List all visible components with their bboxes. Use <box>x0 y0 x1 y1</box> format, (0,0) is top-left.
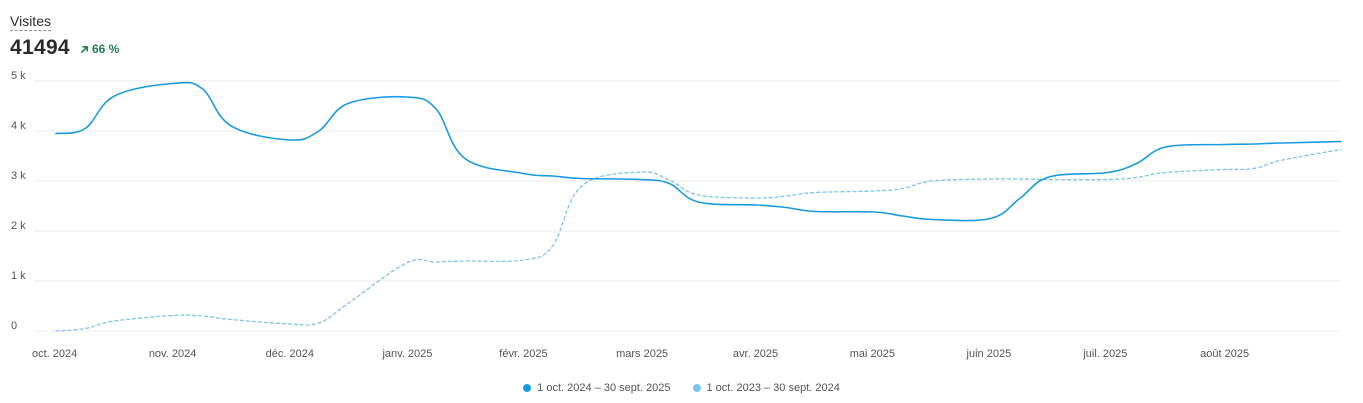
legend-item-previous[interactable]: 1 oct. 2023 – 30 sept. 2024 <box>692 382 840 394</box>
metric-value: 41494 <box>10 36 70 59</box>
metric-delta: 66 % <box>80 42 119 56</box>
y-tick-label: 0 <box>11 320 17 332</box>
x-tick-label: août 2025 <box>1200 348 1249 360</box>
series-line-current <box>55 81 1342 222</box>
metric-title[interactable]: Visites <box>10 13 51 31</box>
x-tick-label: déc. 2024 <box>266 348 314 360</box>
legend-dot-previous <box>692 384 701 392</box>
y-tick-label: 1 k <box>11 270 26 282</box>
legend-label-current: 1 oct. 2024 – 30 sept. 2025 <box>537 382 671 394</box>
x-tick-label: févr. 2025 <box>499 348 547 360</box>
x-tick-label: juil. 2025 <box>1082 348 1127 360</box>
x-tick-label: avr. 2025 <box>733 348 778 360</box>
series-line-previous <box>55 148 1342 332</box>
y-tick-label: 3 k <box>11 170 26 182</box>
legend-item-current[interactable]: 1 oct. 2024 – 30 sept. 2025 <box>523 382 671 394</box>
x-tick-label: oct. 2024 <box>32 348 77 360</box>
y-tick-label: 2 k <box>11 220 26 232</box>
y-tick-label: 5 k <box>11 70 26 82</box>
metric-delta-value: 66 % <box>92 42 120 56</box>
arrow-up-right-icon <box>80 45 89 53</box>
line-chart[interactable]: 0 1 k 2 k 3 k 4 k 5 k oct. 2024 nov. 2024 déc. 2… <box>0 0 1363 380</box>
legend-dot-current <box>523 384 532 392</box>
y-tick-label: 4 k <box>11 120 26 132</box>
chart-legend: 1 oct. 2024 – 30 sept. 2025 1 oct. 2023 … <box>0 382 1363 394</box>
x-tick-label: janv. 2025 <box>381 348 432 360</box>
x-tick-label: mars 2025 <box>616 348 668 360</box>
x-tick-label: juin 2025 <box>966 348 1012 360</box>
x-tick-label: mai 2025 <box>850 348 895 360</box>
x-tick-label: nov. 2024 <box>149 348 197 360</box>
legend-label-previous: 1 oct. 2023 – 30 sept. 2024 <box>706 382 840 394</box>
